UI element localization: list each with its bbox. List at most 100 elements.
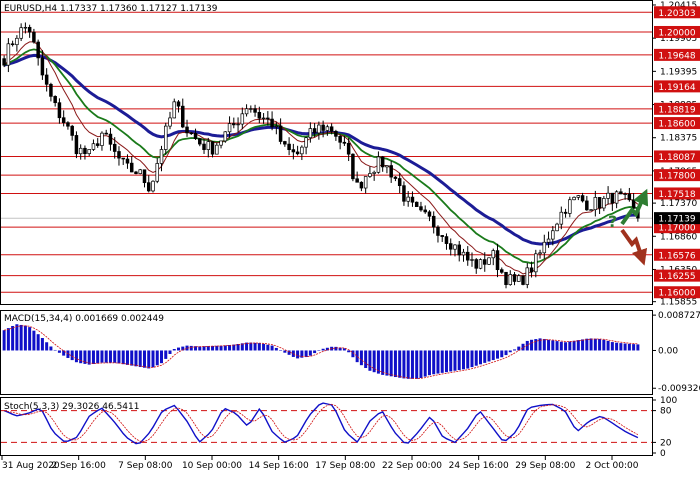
stochastic-signal-line [4,403,639,442]
macd-bar [610,342,614,351]
candle-body [614,191,619,204]
stochastic-lines [3,402,639,445]
macd-bar [308,350,312,356]
candle-body [376,156,381,173]
macd-bar [636,344,640,351]
macd-bar [6,328,10,351]
macd-bar [45,342,49,351]
macd-bar [585,338,589,351]
macd-bar [623,343,627,351]
macd-bar [325,347,329,351]
time-tick-label: 10 Sep 00:00 [182,461,242,471]
macd-bar [542,338,546,351]
candle-body [551,230,555,240]
macd-bar [419,350,423,379]
macd-bar [142,350,146,368]
macd-bar [627,343,631,351]
macd-axis: 0.008727 0.00 -0.009326 [652,311,700,394]
candle-body [223,131,228,142]
price-tick-label: 1.16860 [660,232,697,242]
candle-body [15,37,19,46]
candle-body [372,171,376,174]
macd-bar [449,350,453,372]
candle-body [619,191,623,195]
macd-bar [19,324,23,351]
level-tag [654,187,700,200]
macd-bar [70,350,74,361]
macd-bar [393,350,397,378]
macd-bar [632,344,636,351]
macd-bar [62,350,66,356]
candle-body [423,209,427,213]
candle-body [572,196,576,201]
macd-bar [245,342,249,351]
candle-body [334,130,338,137]
macd-bar [219,345,223,351]
candle-body [504,271,508,285]
candle-body [355,178,359,183]
level-tag [654,25,700,38]
candle-body [627,193,632,201]
macd-bar [185,345,189,351]
macd-bar [87,350,91,365]
macd-bar [530,339,534,351]
macd-bar [504,350,508,356]
candle-body [363,176,368,189]
candle-body [351,153,355,180]
stochastic-tick-label: 20 [660,438,672,448]
candle-body [325,126,330,131]
candle-body [215,144,219,155]
candle-body [49,83,53,97]
candle-body [529,267,534,273]
candle-body [210,141,215,155]
level-tag-label: 1.18600 [658,120,695,130]
macd-bar [415,350,419,379]
level-tag-label: 1.16000 [658,289,695,299]
macd-bar [461,350,465,370]
macd-bar [432,350,436,375]
macd-bar [172,349,176,351]
macd-bar [517,346,521,351]
candle-body [40,57,45,76]
candle-body [631,199,636,209]
macd-bar [381,350,385,375]
candle-body [198,138,202,145]
candle-body [300,146,304,155]
macd-bar [270,345,274,351]
macd-bar [104,350,108,363]
macd-bar [389,350,393,377]
macd-bar [96,350,100,364]
candle-body [227,123,232,133]
macd-bar [287,350,291,355]
candle-body [121,157,125,160]
macd-signal-path [4,325,638,379]
macd-bar [615,342,619,351]
level-tag [654,48,700,61]
candle-body [155,163,159,182]
candle-body [478,259,483,269]
level-labels: 1.20303 1.20000 1.19648 1.19164 1.18819 1.186… [654,6,700,299]
candle-body [261,117,266,120]
macd-bar [402,350,406,379]
macd-bar [317,350,321,351]
candle-body [138,169,142,174]
candle-body [427,211,432,217]
candle-body [308,128,313,139]
macd-bar [168,350,172,354]
candle-body [270,118,274,128]
level-tag-label: 1.16255 [658,272,695,282]
macd-bar [74,350,78,363]
candle-body [287,143,291,151]
macd-bar [236,344,240,351]
candle-body [559,211,564,225]
candle-body [274,125,279,128]
candle-body [546,238,551,243]
stochastic-tick-label: 0 [660,449,666,459]
macd-bar [555,341,559,351]
candle-body [585,200,589,211]
macd-bar [619,343,623,351]
candle-body [393,176,398,179]
macd-bar [355,350,359,363]
macd-label: MACD(15,34,4) 0.001669 0.002449 [4,314,164,324]
